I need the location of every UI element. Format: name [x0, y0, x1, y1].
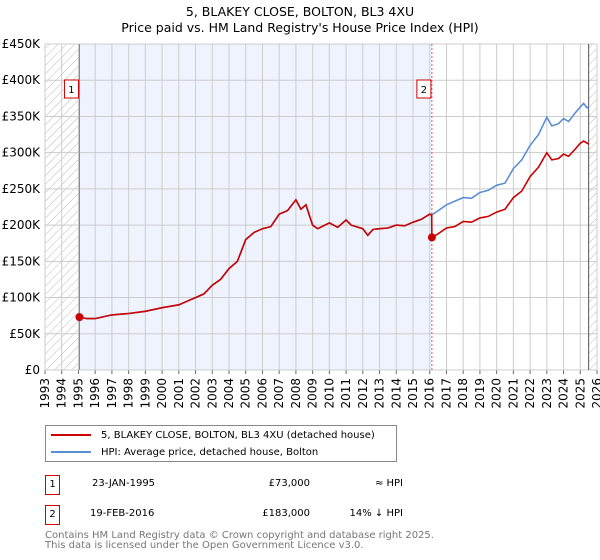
- x-tick-label: 1997: [105, 378, 119, 409]
- y-tick-label: £450K: [2, 37, 42, 51]
- price-paid-line: [79, 140, 590, 320]
- x-tick-label: 2007: [272, 378, 286, 409]
- x-tick-label: 2019: [473, 378, 487, 409]
- x-tick-label: 2013: [373, 378, 387, 409]
- sale-marker-label: 2: [45, 505, 60, 525]
- x-tick-label: 1998: [122, 378, 136, 409]
- footer: Contains HM Land Registry data © Crown c…: [45, 531, 434, 551]
- sale-point-1: [75, 313, 84, 322]
- ownership-shade: [79, 44, 432, 370]
- legend: 5, BLAKEY CLOSE, BOLTON, BL3 4XU (detach…: [45, 425, 397, 462]
- x-tick-label: 2016: [423, 378, 437, 409]
- x-tick-label: 2022: [523, 378, 537, 409]
- legend-label: 5, BLAKEY CLOSE, BOLTON, BL3 4XU (detach…: [101, 429, 375, 441]
- sale-label-1: 1: [68, 85, 74, 96]
- post-data-hatch: [588, 44, 597, 370]
- x-tick-label: 2000: [155, 378, 169, 409]
- y-tick-label: £100K: [2, 291, 42, 305]
- x-tick-label: 1999: [138, 378, 152, 409]
- sale-label-2: 2: [421, 85, 427, 96]
- legend-item-property: 5, BLAKEY CLOSE, BOLTON, BL3 4XU (detach…: [51, 427, 375, 443]
- sale-date: 23-JAN-1995: [92, 478, 156, 489]
- sale-marker-label: 1: [45, 475, 60, 495]
- y-tick-label: £150K: [2, 254, 42, 268]
- x-tick-label: 2009: [306, 378, 320, 409]
- footer-copyright: Contains HM Land Registry data © Crown c…: [45, 530, 434, 541]
- legend-item-hpi: HPI: Average price, detached house, Bolt…: [51, 444, 318, 460]
- sale-price: £73,000: [268, 478, 310, 489]
- x-tick-label: 2006: [255, 378, 269, 409]
- x-tick-label: 2012: [356, 378, 370, 409]
- sale-price: £183,000: [262, 508, 310, 519]
- plot-border: [44, 43, 598, 371]
- x-tick-label: 2001: [172, 378, 186, 409]
- sale-row: 2 19-FEB-2016 £183,000 14% ↓ HPI: [45, 505, 405, 525]
- x-tick-label: 2024: [557, 378, 571, 409]
- x-tick-label: 2020: [490, 378, 504, 409]
- x-tick-label: 2008: [289, 378, 303, 409]
- x-tick-label: 2010: [322, 378, 336, 409]
- legend-swatch-red: [51, 434, 91, 436]
- sale-hpi: 14% ↓ HPI: [349, 508, 403, 519]
- x-tick-label: 2018: [456, 378, 470, 409]
- sale-label-box-2: [416, 79, 432, 99]
- x-tick-label: 1993: [38, 378, 52, 409]
- legend-label: HPI: Average price, detached house, Bolt…: [101, 446, 319, 458]
- x-tick-label: 1996: [88, 378, 102, 409]
- x-tick-label: 2021: [506, 378, 520, 409]
- x-tick-label: 2026: [590, 378, 600, 409]
- x-tick-label: 2003: [205, 378, 219, 409]
- chart-title: 5, BLAKEY CLOSE, BOLTON, BL3 4XU: [185, 4, 415, 19]
- sale-hpi: ≈ HPI: [374, 478, 403, 489]
- x-tick-label: 1994: [55, 378, 69, 409]
- y-tick-label: £50K: [9, 327, 41, 341]
- x-tick-label: 2002: [189, 378, 203, 409]
- chart-subtitle: Price paid vs. HM Land Registry's House …: [121, 20, 479, 35]
- y-tick-label: £350K: [2, 109, 42, 123]
- x-tick-label: 2017: [439, 378, 453, 409]
- sale-point-2: [427, 233, 436, 242]
- plot-area: £0 £50K £100K £150K £200K £250K £300K £350K £400…: [2, 37, 600, 409]
- y-tick-label: £300K: [2, 146, 42, 160]
- x-tick-label: 2004: [222, 378, 236, 409]
- x-tick-label: 2005: [239, 378, 253, 409]
- x-tick-label: 2015: [406, 378, 420, 409]
- y-tick-label: £200K: [2, 218, 42, 232]
- legend-swatch-blue: [51, 451, 91, 453]
- y-tick-label: £400K: [2, 73, 42, 87]
- x-tick-label: 2011: [339, 378, 353, 409]
- y-tick-label: £250K: [2, 182, 42, 196]
- x-tick-label: 2023: [540, 378, 554, 409]
- x-tick-label: 2025: [573, 378, 587, 409]
- sale-row: 1 23-JAN-1995 £73,000 ≈ HPI: [45, 475, 405, 495]
- sale-label-box-1: [63, 79, 79, 99]
- x-tick-label: 2014: [389, 378, 403, 409]
- footer-licence: This data is licensed under the Open Gov…: [45, 540, 364, 551]
- x-tick-label: 1995: [71, 378, 85, 409]
- sale-date: 19-FEB-2016: [90, 508, 155, 519]
- y-tick-label: £0: [25, 363, 40, 377]
